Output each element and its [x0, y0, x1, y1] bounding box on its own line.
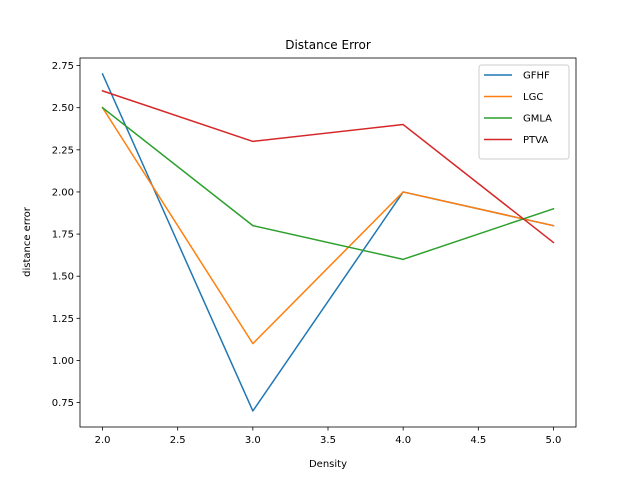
y-tick-label: 1.50 [52, 272, 74, 283]
y-tick-label: 1.75 [52, 230, 74, 241]
y-tick-label: 1.25 [52, 314, 74, 325]
legend-label: GMLA [523, 114, 552, 125]
x-axis-title: Density [309, 459, 347, 470]
series-line-gmla [101, 106, 555, 261]
series-layer [101, 73, 555, 412]
x-tick-label: 5.0 [546, 435, 562, 446]
x-tick-label: 3.0 [245, 435, 261, 446]
series-line-ptva [101, 89, 555, 244]
x-tick-label: 2.0 [95, 435, 111, 446]
x-tick-label: 2.5 [170, 435, 186, 446]
y-axis: 0.75 1.00 1.25 1.50 1.75 2.00 2.25 2.50 2.75 [52, 61, 80, 409]
y-tick-label: 1.00 [52, 356, 74, 367]
y-tick-label: 2.00 [52, 187, 74, 198]
legend-box [478, 64, 570, 160]
x-tick-label: 3.5 [320, 435, 336, 446]
x-tick-label: 4.0 [395, 435, 411, 446]
legend-label: GFHF [523, 71, 550, 82]
y-tick-label: 2.50 [52, 103, 74, 114]
legend: GFHF LGC GMLA PTVA [478, 64, 570, 160]
legend-label: PTVA [523, 135, 548, 146]
y-tick-label: 2.75 [52, 61, 74, 72]
legend-label: LGC [523, 92, 543, 103]
x-axis: 2.0 2.5 3.0 3.5 4.0 4.5 5.0 [95, 427, 562, 446]
y-axis-title: distance error [22, 206, 33, 277]
y-tick-label: 0.75 [52, 398, 74, 409]
chart-title: Distance Error [285, 38, 371, 52]
x-tick-label: 4.5 [470, 435, 486, 446]
y-tick-label: 2.25 [52, 145, 74, 156]
series-line-lgc [101, 106, 555, 345]
